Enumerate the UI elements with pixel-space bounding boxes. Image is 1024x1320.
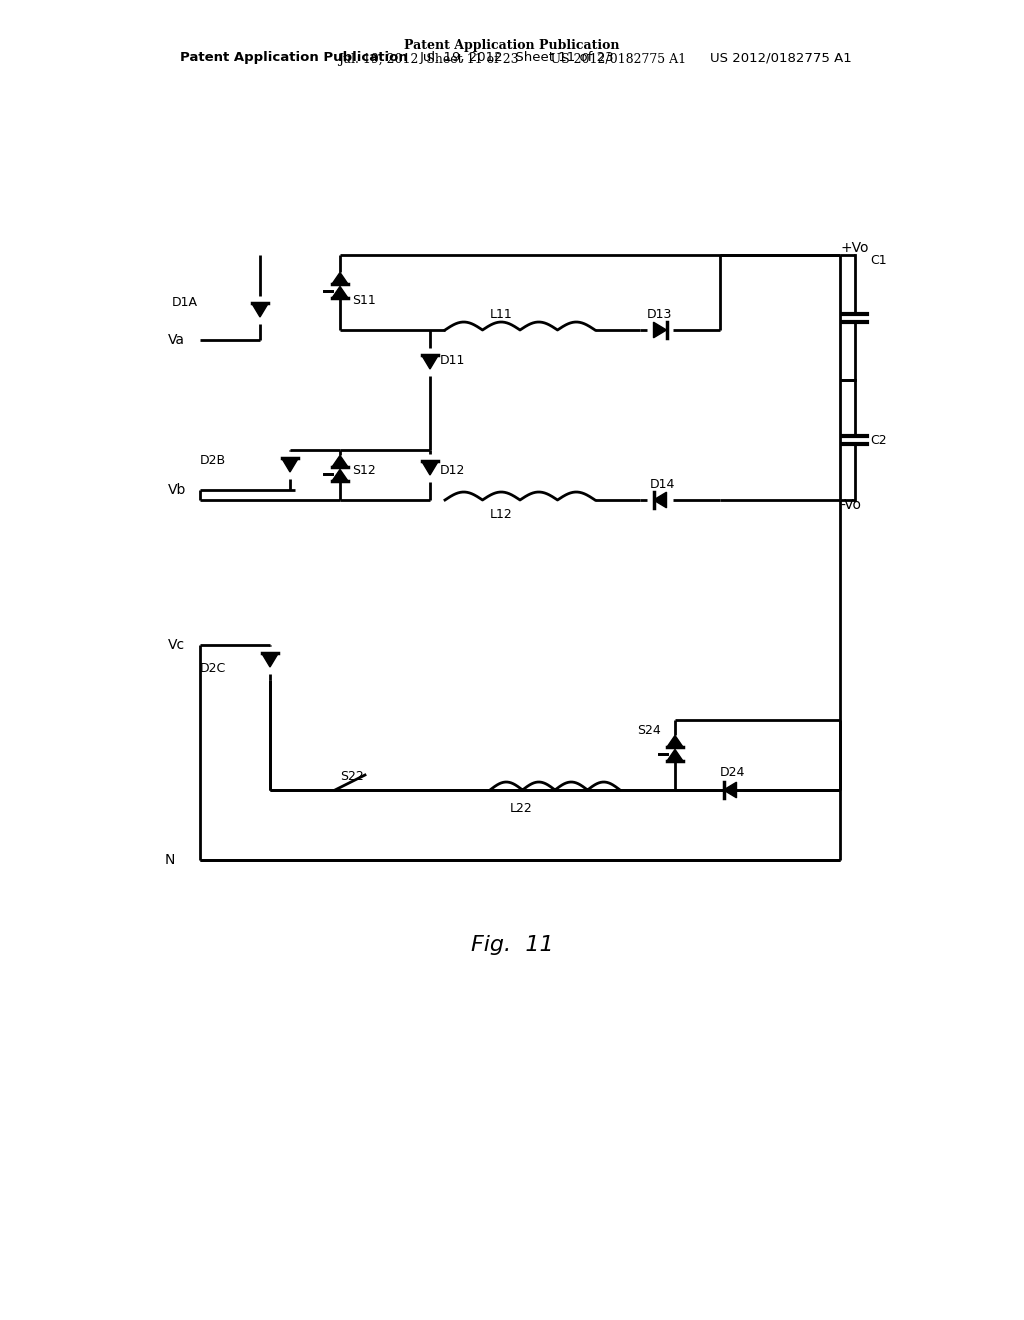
Text: Va: Va: [168, 333, 185, 347]
Text: Jul. 19, 2012  Sheet 11 of 23        US 2012/0182775 A1: Jul. 19, 2012 Sheet 11 of 23 US 2012/018…: [338, 54, 686, 66]
Polygon shape: [668, 750, 683, 760]
Polygon shape: [333, 286, 348, 297]
Polygon shape: [252, 304, 268, 317]
Polygon shape: [653, 492, 667, 508]
Text: -Vo: -Vo: [840, 498, 861, 512]
Text: C1: C1: [870, 253, 887, 267]
Text: S22: S22: [340, 770, 364, 783]
Text: Vc: Vc: [168, 638, 185, 652]
Polygon shape: [333, 272, 348, 284]
Text: D12: D12: [440, 463, 465, 477]
Polygon shape: [724, 783, 736, 797]
Text: D2C: D2C: [200, 661, 226, 675]
Text: D13: D13: [647, 309, 673, 322]
Text: L12: L12: [490, 508, 513, 521]
Text: C2: C2: [870, 433, 887, 446]
Text: N: N: [165, 853, 175, 867]
Text: L11: L11: [490, 309, 513, 322]
Polygon shape: [261, 653, 279, 667]
Text: D1A: D1A: [172, 297, 198, 309]
Text: Fig.  11: Fig. 11: [471, 935, 553, 954]
Text: S11: S11: [352, 293, 376, 306]
Text: D14: D14: [650, 479, 676, 491]
Text: US 2012/0182775 A1: US 2012/0182775 A1: [710, 51, 852, 65]
Polygon shape: [333, 470, 348, 480]
Polygon shape: [333, 455, 348, 466]
Polygon shape: [653, 322, 667, 338]
Text: Jul. 19, 2012   Sheet 11 of 23: Jul. 19, 2012 Sheet 11 of 23: [420, 51, 614, 65]
Text: D11: D11: [440, 354, 465, 367]
Text: Patent Application Publication: Patent Application Publication: [404, 38, 620, 51]
Text: +Vo: +Vo: [840, 242, 868, 255]
Text: D24: D24: [720, 767, 745, 780]
Polygon shape: [668, 735, 683, 747]
Polygon shape: [422, 355, 438, 370]
Text: S24: S24: [637, 723, 660, 737]
Text: Patent Application Publication: Patent Application Publication: [180, 51, 408, 65]
Polygon shape: [282, 458, 298, 473]
Text: Vb: Vb: [168, 483, 186, 498]
Text: L22: L22: [510, 801, 532, 814]
Text: S12: S12: [352, 463, 376, 477]
Polygon shape: [422, 461, 438, 475]
Text: D2B: D2B: [200, 454, 226, 466]
